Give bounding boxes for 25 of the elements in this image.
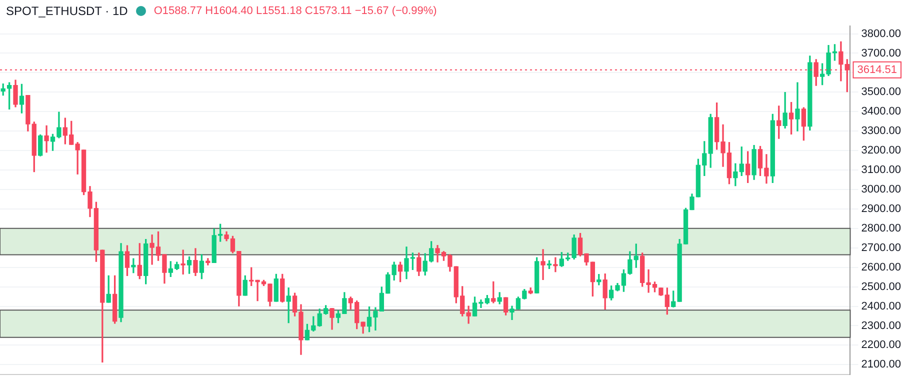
y-tick-label: 3000.00 bbox=[861, 184, 902, 196]
y-tick-label: 3500.00 bbox=[861, 86, 902, 98]
ref-line-label: 3614.51 bbox=[857, 64, 898, 76]
y-tick-label: 3100.00 bbox=[861, 164, 902, 176]
y-tick-label: 2700.00 bbox=[861, 242, 902, 254]
candlestick bbox=[540, 249, 546, 280]
y-tick-label: 3700.00 bbox=[861, 47, 902, 60]
y-tick-label: 2900.00 bbox=[861, 202, 902, 215]
y-tick-label: 3300.00 bbox=[861, 125, 902, 138]
y-tick-label: 3200.00 bbox=[861, 144, 902, 157]
y-tick-label: 2200.00 bbox=[861, 339, 902, 352]
y-tick-label: 2600.00 bbox=[861, 261, 902, 274]
y-tick-label: 2800.00 bbox=[861, 222, 902, 234]
candlestick bbox=[131, 258, 136, 274]
candlestick bbox=[44, 125, 49, 153]
y-tick-label: 2100.00 bbox=[861, 358, 902, 371]
candlestick bbox=[795, 82, 800, 132]
y-tick-label: 2500.00 bbox=[861, 280, 902, 293]
y-tick-label: 2300.00 bbox=[861, 320, 902, 332]
y-tick-label: 2400.00 bbox=[861, 300, 902, 312]
chart-title: SPOT_ETHUSDT · 1D bbox=[6, 4, 128, 18]
y-tick-label: 3400.00 bbox=[861, 106, 902, 118]
y-tick-label: 3800.00 bbox=[861, 28, 902, 40]
candlestick bbox=[553, 257, 558, 272]
chart-subtitle: O1588.77 H1604.40 L1551.18 C1573.11 −15.67 (−0.99%) bbox=[154, 5, 437, 17]
